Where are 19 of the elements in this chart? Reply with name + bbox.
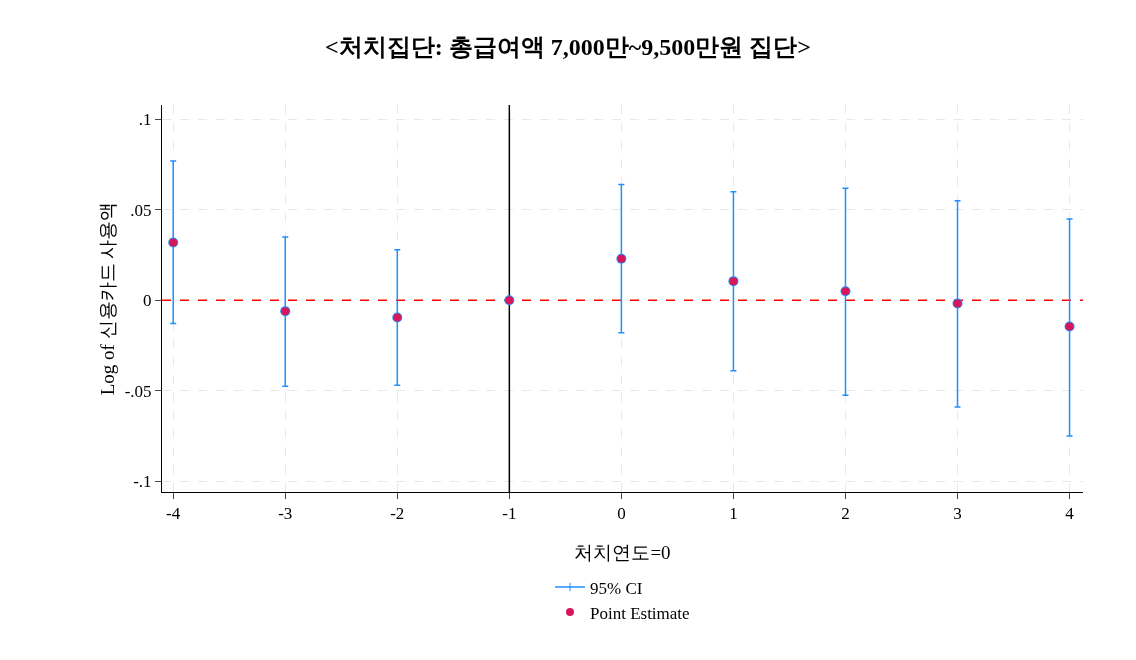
x-tick-label: 2 [841, 504, 850, 524]
y-tick-label: -.1 [133, 472, 152, 492]
y-tick-label: -.05 [124, 381, 152, 401]
x-tick-label: -3 [278, 504, 293, 524]
y-axis-title: Log of 신용카드 사용액 [97, 201, 118, 396]
x-tick-label: 1 [729, 504, 738, 524]
x-tick-label: -2 [390, 504, 405, 524]
x-axis-title: 처치연도=0 [574, 542, 671, 563]
chart-title: <처치집단: 총급여액 7,000만~9,500만원 집단> [325, 33, 811, 60]
x-tick-label: -4 [166, 504, 181, 524]
x-tick-label: 3 [953, 504, 962, 524]
x-tick-label: -1 [502, 504, 517, 524]
legend-label: 95% CI [590, 578, 643, 598]
y-tick-label: .1 [138, 110, 152, 130]
y-tick-label: .05 [130, 200, 152, 220]
legend-label: Point Estimate [590, 603, 690, 623]
x-tick-label: 0 [617, 504, 626, 524]
x-tick-label: 4 [1065, 504, 1075, 524]
y-tick-label: 0 [143, 291, 152, 311]
